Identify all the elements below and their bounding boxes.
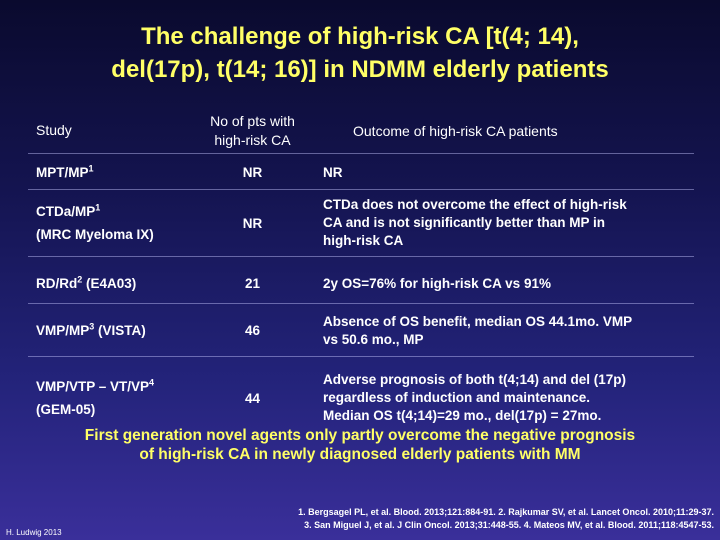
header-study: Study	[36, 122, 72, 138]
row-5-pts: 44	[244, 391, 261, 406]
row-1-pts: NR	[242, 165, 263, 180]
row-4-outcome: Absence of OS benefit, median OS 44.1mo.…	[323, 313, 693, 349]
references-line-1: 1. Bergsagel PL, et al. Blood. 2013;121:…	[298, 507, 714, 517]
title-line-2: del(17p), t(14; 16)] in NDMM elderly pat…	[111, 56, 609, 83]
row-5-study-sub: (GEM-05)	[36, 402, 96, 417]
row-1-ref: 1	[88, 163, 94, 174]
row-4-study-name: VMP/MP	[36, 323, 90, 338]
references: 1. Bergsagel PL, et al. Blood. 2013;121:…	[194, 506, 714, 532]
row-2-outcome-line-3: high-risk CA	[323, 233, 404, 248]
row-5-outcome: Adverse prognosis of both t(4;14) and de…	[323, 371, 693, 425]
row-5-study: VMP/VTP – VT/VP4 (GEM-05)	[36, 378, 154, 419]
references-line-2: 3. San Miguel J, et al. J Clin Oncol. 20…	[304, 520, 714, 530]
header-pts: No of pts with high-risk CA	[185, 112, 320, 150]
row-3-study-trial: (E4A03)	[82, 276, 137, 291]
row-2-pts: NR	[242, 216, 263, 231]
row-3-study-name: RD/Rd	[36, 276, 78, 291]
slide-title: The challenge of high-risk CA [t(4; 14),…	[0, 20, 720, 86]
row-5-outcome-line-3: Median OS t(4;14)=29 mo., del(17p) = 27m…	[323, 408, 602, 423]
row-2-study-sub: (MRC Myeloma IX)	[36, 227, 154, 242]
row-4-ref: 3	[89, 321, 95, 332]
row-separator	[28, 256, 694, 257]
row-2-outcome: CTDa does not overcome the effect of hig…	[323, 196, 693, 250]
author-credit: H. Ludwig 2013	[6, 528, 62, 537]
row-5-study-name: VMP/VTP – VT/VP	[36, 379, 150, 394]
header-outcome: Outcome of high-risk CA patients	[353, 123, 558, 139]
row-3-outcome: 2y OS=76% for high-risk CA vs 91%	[323, 276, 551, 291]
row-separator	[28, 356, 694, 357]
row-4-pts: 46	[244, 323, 261, 338]
row-5-outcome-line-1: Adverse prognosis of both t(4;14) and de…	[323, 372, 627, 387]
header-pts-line-2: high-risk CA	[214, 132, 291, 148]
row-4-outcome-line-2: vs 50.6 mo., MP	[323, 332, 424, 347]
conclusion-line-1: First generation novel agents only partl…	[84, 427, 636, 444]
conclusion-line-2: of high-risk CA in newly diagnosed elder…	[139, 446, 581, 463]
header-pts-line-1: No of pts with	[210, 113, 295, 129]
row-4-outcome-line-1: Absence of OS benefit, median OS 44.1mo.…	[323, 314, 633, 329]
row-separator	[28, 189, 694, 190]
row-separator	[28, 303, 694, 304]
title-line-1: The challenge of high-risk CA [t(4; 14),	[141, 23, 579, 50]
row-2-study: CTDa/MP1 (MRC Myeloma IX)	[36, 203, 154, 244]
row-2-outcome-line-1: CTDa does not overcome the effect of hig…	[323, 197, 627, 212]
row-3-ref: 2	[77, 274, 83, 285]
row-4-study-trial: (VISTA)	[94, 323, 146, 338]
row-1-study: MPT/MP1	[36, 164, 94, 182]
row-3-study: RD/Rd2 (E4A03)	[36, 275, 136, 293]
row-2-ref: 1	[95, 202, 101, 213]
row-5-ref: 4	[149, 377, 155, 388]
conclusion: First generation novel agents only partl…	[0, 426, 720, 464]
row-1-outcome: NR	[323, 165, 343, 180]
row-2-study-name: CTDa/MP	[36, 204, 96, 219]
row-5-outcome-line-2: regardless of induction and maintenance.	[323, 390, 591, 405]
row-2-outcome-line-2: CA and is not significantly better than …	[323, 215, 606, 230]
header-separator	[28, 153, 694, 154]
row-1-study-name: MPT/MP	[36, 165, 89, 180]
row-4-study: VMP/MP3 (VISTA)	[36, 322, 146, 340]
row-3-pts: 21	[244, 276, 261, 291]
